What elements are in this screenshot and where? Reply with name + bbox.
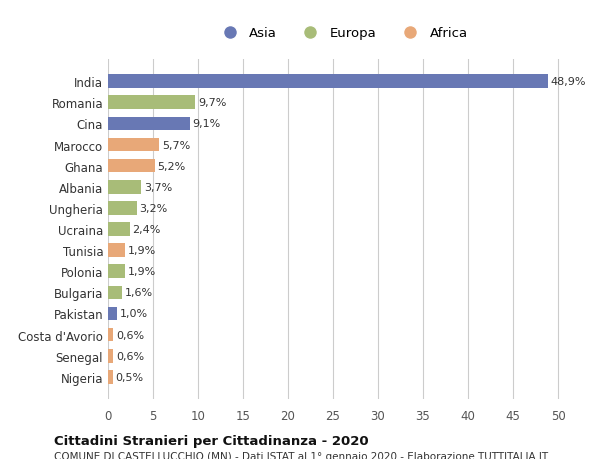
Text: 0,6%: 0,6%	[116, 330, 144, 340]
Bar	[108, 223, 130, 236]
Text: 1,0%: 1,0%	[120, 309, 148, 319]
Text: 2,4%: 2,4%	[133, 224, 161, 235]
Bar	[108, 159, 155, 173]
Bar	[108, 370, 113, 384]
Legend: Asia, Europa, Africa: Asia, Europa, Africa	[211, 22, 473, 45]
Text: Cittadini Stranieri per Cittadinanza - 2020: Cittadini Stranieri per Cittadinanza - 2…	[54, 434, 368, 447]
Text: 5,2%: 5,2%	[157, 161, 186, 171]
Text: COMUNE DI CASTELLUCCHIO (MN) - Dati ISTAT al 1° gennaio 2020 - Elaborazione TUTT: COMUNE DI CASTELLUCCHIO (MN) - Dati ISTA…	[54, 451, 548, 459]
Text: 9,1%: 9,1%	[193, 119, 221, 129]
Bar	[108, 138, 160, 152]
Bar	[108, 244, 125, 257]
Text: 48,9%: 48,9%	[551, 77, 586, 87]
Bar	[108, 307, 117, 321]
Bar	[108, 117, 190, 131]
Text: 1,9%: 1,9%	[128, 267, 156, 277]
Bar	[108, 75, 548, 89]
Text: 0,5%: 0,5%	[115, 372, 143, 382]
Bar	[108, 349, 113, 363]
Bar	[108, 96, 196, 110]
Text: 0,6%: 0,6%	[116, 351, 144, 361]
Bar	[108, 328, 113, 342]
Bar	[108, 286, 122, 300]
Text: 5,7%: 5,7%	[162, 140, 190, 150]
Text: 1,9%: 1,9%	[128, 246, 156, 256]
Bar	[108, 202, 137, 215]
Text: 1,6%: 1,6%	[125, 288, 153, 298]
Bar	[108, 180, 142, 194]
Text: 9,7%: 9,7%	[198, 98, 226, 108]
Bar	[108, 265, 125, 279]
Text: 3,7%: 3,7%	[144, 182, 172, 192]
Text: 3,2%: 3,2%	[139, 203, 168, 213]
